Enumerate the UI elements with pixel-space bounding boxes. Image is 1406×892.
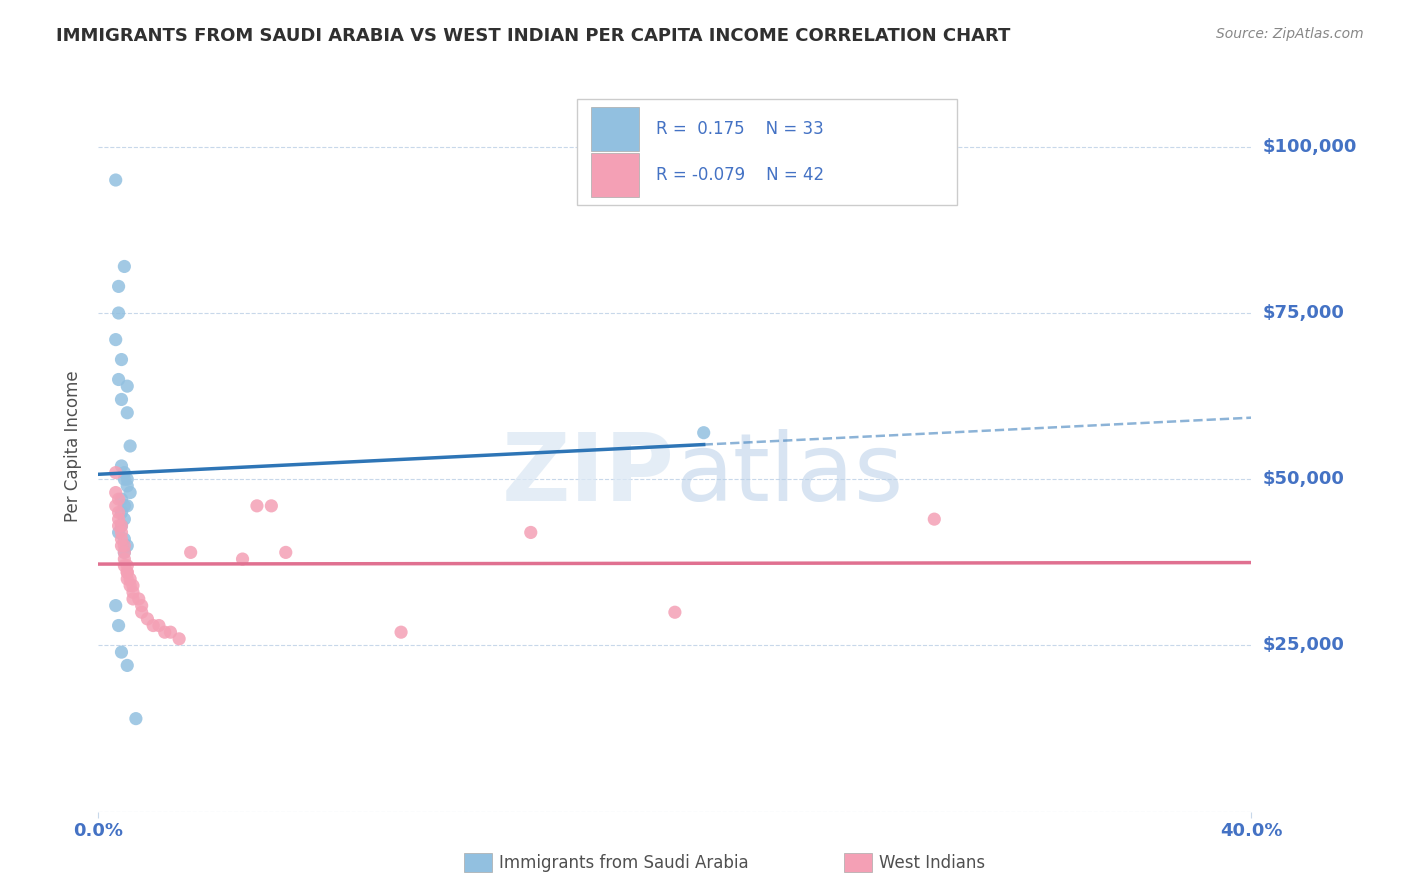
Point [131, 605, 153, 619]
Point [112, 552, 135, 566]
Point [104, 485, 127, 500]
Point [180, 545, 202, 559]
Point [107, 492, 129, 507]
Point [112, 558, 135, 573]
Point [153, 625, 176, 640]
Point [104, 499, 127, 513]
FancyBboxPatch shape [591, 107, 640, 152]
Point [110, 539, 132, 553]
Point [110, 506, 132, 520]
Point [260, 499, 283, 513]
Point [107, 372, 129, 386]
Point [664, 605, 686, 619]
Point [148, 618, 170, 632]
Text: R = -0.079    N = 42: R = -0.079 N = 42 [657, 167, 824, 185]
Point [112, 539, 135, 553]
Y-axis label: Per Capita Income: Per Capita Income [65, 370, 83, 522]
Point [107, 518, 129, 533]
Point [246, 499, 269, 513]
Point [120, 572, 142, 586]
Point [117, 566, 138, 580]
Point [107, 618, 129, 632]
Text: $25,000: $25,000 [1263, 637, 1344, 655]
Text: atlas: atlas [675, 429, 903, 521]
Point [107, 306, 129, 320]
Point [110, 518, 132, 533]
Point [110, 458, 132, 473]
Text: $50,000: $50,000 [1263, 470, 1344, 488]
Point [120, 485, 142, 500]
Point [107, 279, 129, 293]
Point [112, 466, 135, 480]
Point [922, 512, 945, 526]
Point [104, 173, 127, 187]
Point [122, 591, 145, 606]
Point [117, 472, 138, 486]
Point [274, 545, 297, 559]
Point [117, 658, 138, 673]
Point [117, 499, 138, 513]
Text: IMMIGRANTS FROM SAUDI ARABIA VS WEST INDIAN PER CAPITA INCOME CORRELATION CHART: IMMIGRANTS FROM SAUDI ARABIA VS WEST IND… [56, 27, 1011, 45]
Text: Source: ZipAtlas.com: Source: ZipAtlas.com [1216, 27, 1364, 41]
Text: ZIP: ZIP [502, 429, 675, 521]
Point [104, 599, 127, 613]
Point [117, 379, 138, 393]
Point [117, 479, 138, 493]
Point [107, 525, 129, 540]
Point [112, 532, 135, 546]
Text: $100,000: $100,000 [1263, 137, 1357, 156]
Point [122, 579, 145, 593]
Text: $75,000: $75,000 [1263, 304, 1344, 322]
Point [389, 625, 412, 640]
Point [125, 712, 148, 726]
Text: R =  0.175    N = 33: R = 0.175 N = 33 [657, 120, 824, 138]
Point [167, 632, 190, 646]
Text: Immigrants from Saudi Arabia: Immigrants from Saudi Arabia [499, 854, 749, 871]
Point [120, 579, 142, 593]
Point [110, 518, 132, 533]
Point [136, 612, 159, 626]
Point [120, 439, 142, 453]
Point [112, 260, 135, 274]
Point [159, 625, 181, 640]
Point [122, 585, 145, 599]
FancyBboxPatch shape [576, 99, 957, 204]
Point [117, 572, 138, 586]
Point [117, 539, 138, 553]
Point [117, 566, 138, 580]
Point [110, 532, 132, 546]
Point [110, 525, 132, 540]
Point [231, 552, 254, 566]
Point [112, 472, 135, 486]
Point [112, 512, 135, 526]
Point [520, 525, 543, 540]
FancyBboxPatch shape [591, 153, 640, 197]
Point [693, 425, 716, 440]
Point [110, 352, 132, 367]
Point [112, 545, 135, 559]
Point [117, 558, 138, 573]
Point [110, 492, 132, 507]
Point [128, 591, 150, 606]
Point [107, 512, 129, 526]
Text: West Indians: West Indians [879, 854, 984, 871]
Point [131, 599, 153, 613]
Point [112, 545, 135, 559]
Point [117, 406, 138, 420]
Point [142, 618, 165, 632]
Point [110, 392, 132, 407]
Point [104, 333, 127, 347]
Point [104, 466, 127, 480]
Point [110, 645, 132, 659]
Point [112, 499, 135, 513]
Point [107, 506, 129, 520]
